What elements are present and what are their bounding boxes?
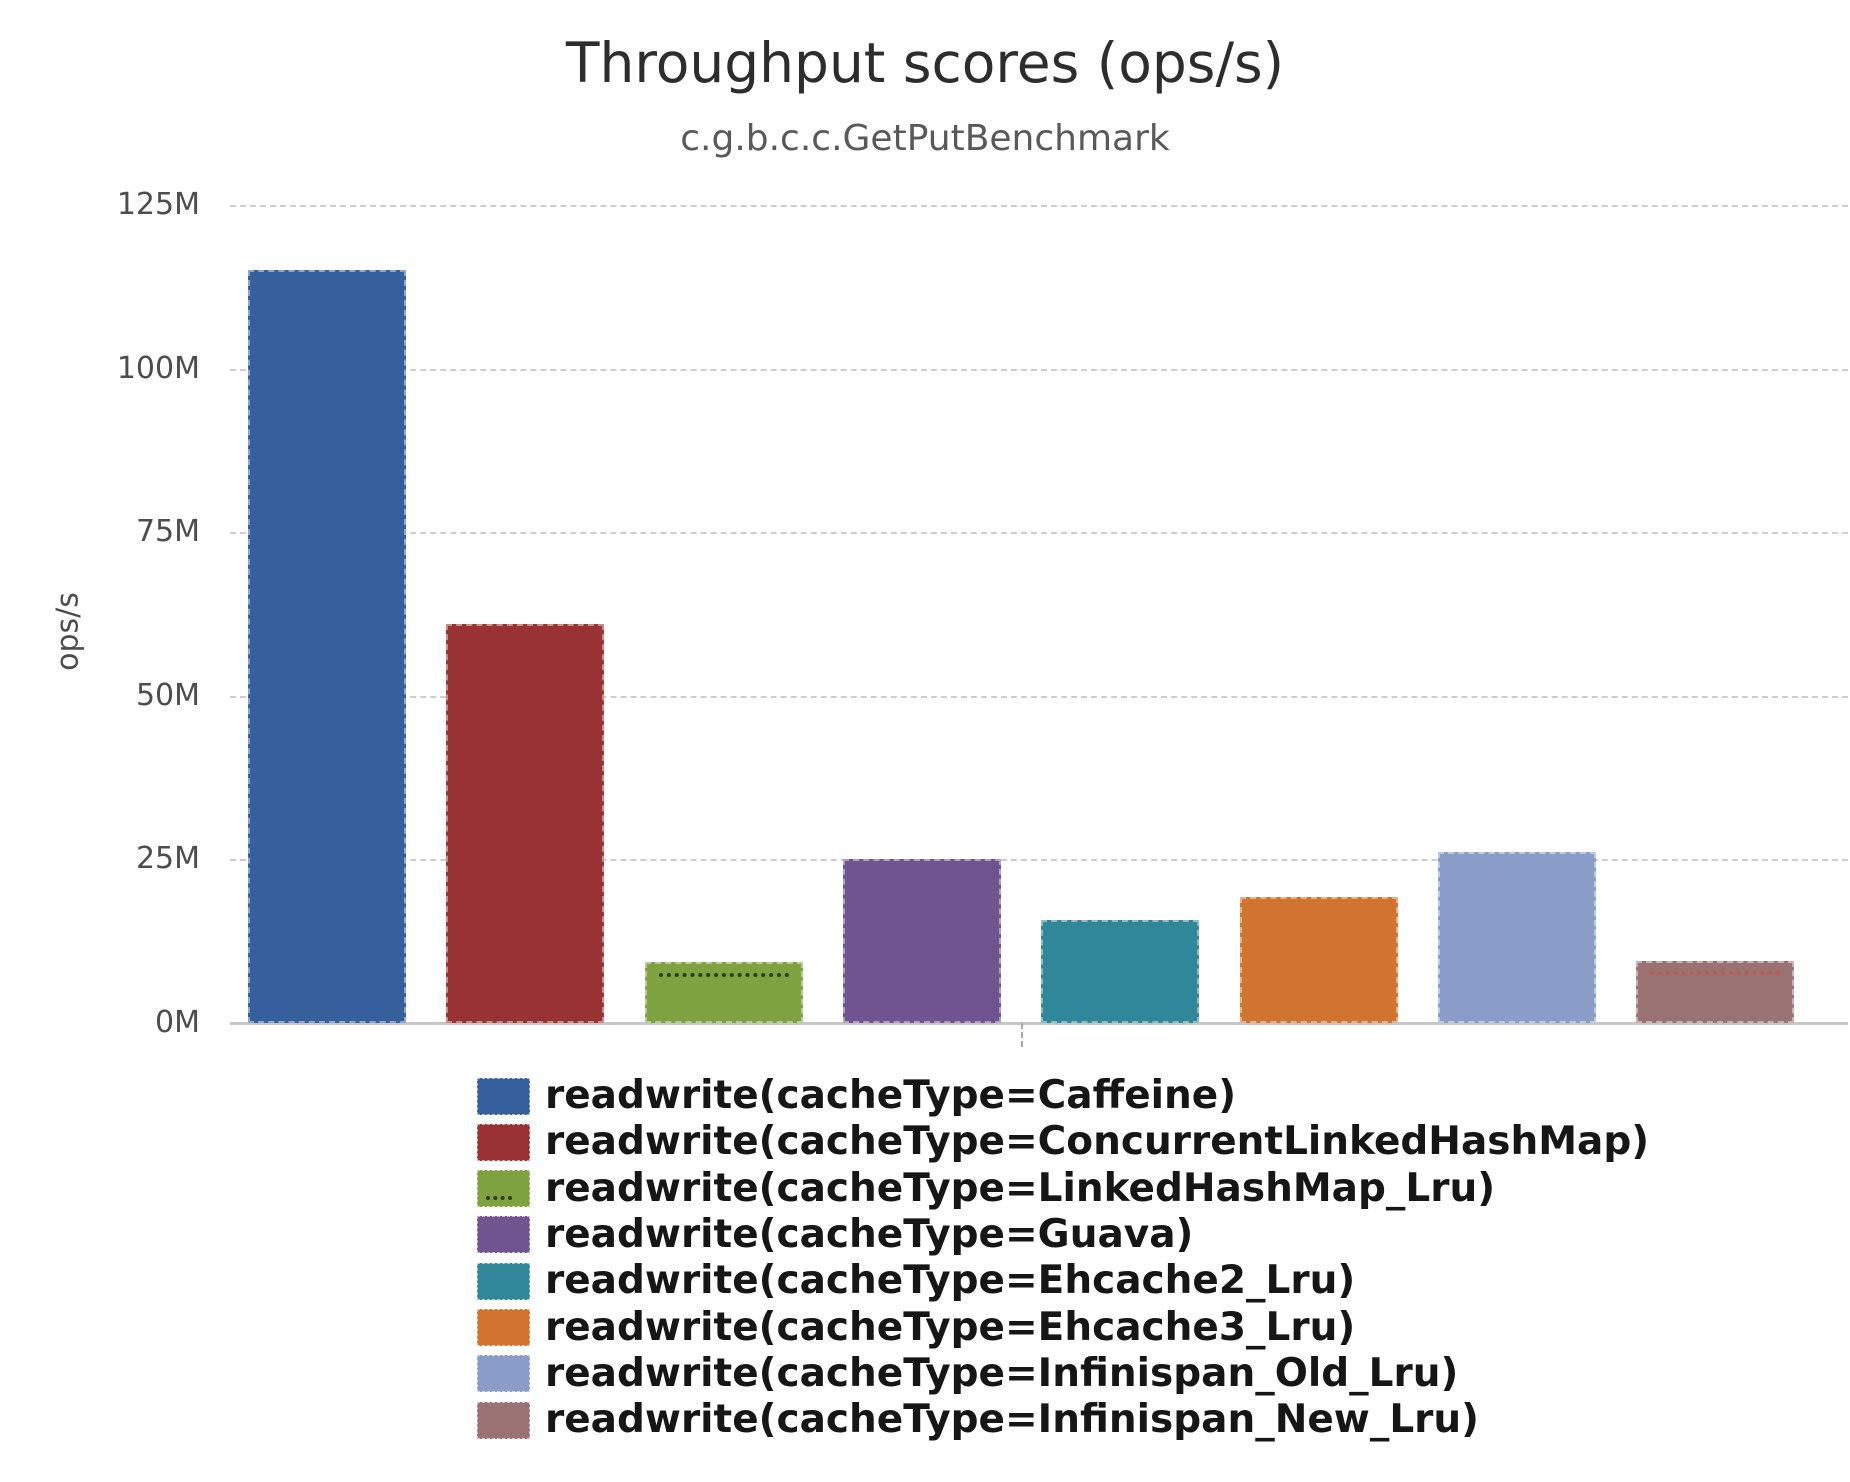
legend-row-3: readwrite(cacheType=LinkedHashMap_Lru) (477, 1166, 1495, 1212)
legend-label: readwrite(cacheType=Guava) (545, 1211, 1194, 1257)
bar-5 (1041, 920, 1200, 1023)
y-tick-label: 75M (135, 514, 200, 550)
bar-4 (842, 859, 1001, 1023)
y-tick-label: 125M (116, 187, 200, 222)
error-mark (658, 973, 789, 977)
swatch-error-dots (486, 1196, 512, 1201)
chart-subtitle: c.g.b.c.c.GetPutBenchmark (680, 118, 1170, 159)
legend-swatch-icon (477, 1355, 530, 1393)
legend-swatch-icon (477, 1262, 530, 1300)
gridline-125M (230, 205, 1848, 207)
legend-row-1: readwrite(cacheType=Caffeine) (477, 1073, 1236, 1119)
y-tick-label: 0M (155, 1005, 200, 1040)
legend-row-5: readwrite(cacheType=Ehcache2_Lru) (477, 1258, 1355, 1304)
legend-label: readwrite(cacheType=LinkedHashMap_Lru) (545, 1165, 1496, 1211)
bar-6 (1239, 897, 1398, 1023)
legend-swatch-icon (477, 1123, 530, 1161)
gridline-50M (230, 695, 1848, 698)
y-tick-label: 100M (116, 350, 200, 386)
chart-title: Throughput scores (ops/s) (565, 31, 1285, 95)
legend-label: readwrite(cacheType=Infinispan_Old_Lru) (545, 1350, 1459, 1396)
legend-label: readwrite(cacheType=ConcurrentLinkedHash… (545, 1119, 1650, 1165)
x-axis-tick (1021, 1023, 1023, 1047)
bar-2 (446, 624, 605, 1023)
legend-label: readwrite(cacheType=Ehcache2_Lru) (545, 1258, 1356, 1304)
x-axis-baseline (230, 1022, 1848, 1025)
legend-swatch-icon (477, 1077, 530, 1115)
bar-1 (248, 270, 406, 1023)
gridline-25M (230, 859, 1848, 862)
legend-label: readwrite(cacheType=Ehcache3_Lru) (545, 1304, 1356, 1350)
gridline-75M (230, 532, 1848, 535)
bar-7 (1437, 852, 1596, 1023)
legend-label: readwrite(cacheType=Caffeine) (545, 1073, 1237, 1118)
legend-swatch-icon (477, 1216, 530, 1254)
legend-row-8: readwrite(cacheType=Infinispan_New_Lru) (477, 1397, 1479, 1443)
legend-row-7: readwrite(cacheType=Infinispan_Old_Lru) (477, 1351, 1458, 1397)
gridline-100M (230, 368, 1848, 371)
legend-row-4: readwrite(cacheType=Guava) (477, 1212, 1193, 1258)
legend-label: readwrite(cacheType=Infinispan_New_Lru) (545, 1397, 1480, 1443)
y-tick-label: 50M (135, 677, 200, 713)
legend-swatch-icon (477, 1309, 530, 1346)
legend-swatch-icon (477, 1401, 530, 1439)
bar-3 (644, 962, 803, 1023)
legend-swatch-icon (477, 1170, 530, 1208)
y-axis-label: ops/s (50, 592, 86, 671)
legend-row-6: readwrite(cacheType=Ehcache3_Lru) (477, 1305, 1355, 1351)
error-mark (1650, 971, 1781, 975)
legend-row-2: readwrite(cacheType=ConcurrentLinkedHash… (477, 1119, 1649, 1165)
y-tick-label: 25M (135, 841, 200, 877)
plot-area (230, 205, 1848, 1047)
